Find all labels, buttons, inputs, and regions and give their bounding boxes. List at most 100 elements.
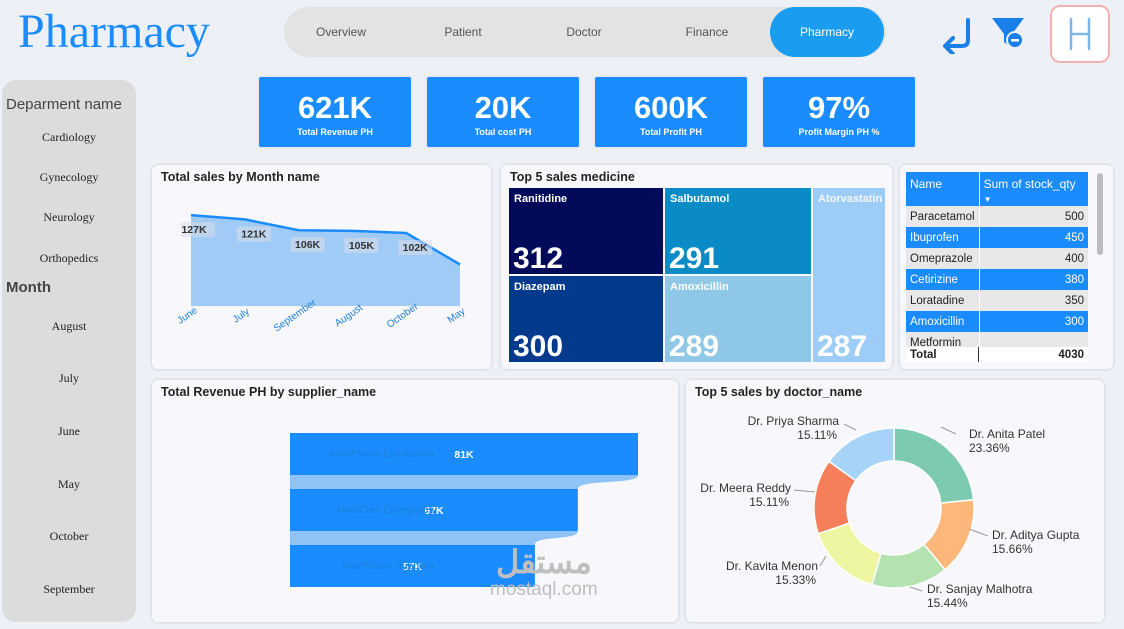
table-row[interactable]: Ibuprofen 450	[906, 227, 1088, 248]
data-label: 106K	[295, 239, 321, 251]
tab-pharmacy[interactable]: Pharmacy	[770, 7, 884, 57]
tile-value: 289	[669, 330, 720, 362]
leader-line	[909, 586, 923, 592]
bar-chart-card: Total Revenue PH by supplier_name 81K 67K…	[152, 380, 678, 622]
total-label: Total	[910, 349, 937, 361]
cell-name: Loratadine	[906, 290, 980, 311]
kpi-profit-margin: 97% Profit Margin PH %	[761, 75, 917, 149]
slicer-item-gynecology[interactable]: Gynecology	[39, 170, 99, 184]
slicer-item-orthopedics[interactable]: Orthopedics	[39, 251, 99, 265]
donut-slice	[817, 522, 882, 586]
treemap-tile-salbutamol[interactable]: Salbutamol 291	[665, 188, 811, 274]
tile-name: Salbutamol	[670, 193, 730, 205]
slice-value-label: 15.11%	[749, 495, 789, 509]
column-header-label: Sum of stock_qty	[983, 177, 1076, 191]
total-value: 4030	[1058, 349, 1084, 361]
tile-name: Ranitidine	[514, 193, 568, 205]
kpi-value: 621K	[297, 90, 373, 125]
table-row[interactable]: Cetirizine 380	[906, 269, 1088, 290]
kpi-value: 600K	[633, 90, 709, 125]
kpi-total-profit: 600K Total Profit PH	[593, 75, 749, 149]
slice-value-label: 23.36%	[969, 441, 1010, 455]
treemap-tile-diazepam[interactable]: Diazepam 300	[509, 276, 663, 362]
back-arrow-icon[interactable]	[940, 16, 974, 56]
tile-value: 291	[669, 242, 720, 274]
tile-value: 312	[513, 242, 564, 274]
leader-line	[793, 489, 816, 493]
data-label: 127K	[181, 224, 207, 236]
cell-qty: 400	[979, 248, 1088, 269]
treemap-title: Top 5 sales medicine	[510, 170, 635, 184]
treemap-tile-atorvastatin[interactable]: Atorvastatin 287	[813, 188, 885, 362]
tab-finance[interactable]: Finance	[685, 25, 729, 39]
slicer-item-may[interactable]: May	[58, 477, 80, 491]
kpi-value: 20K	[474, 90, 532, 125]
watermark-arabic: مستقل	[495, 544, 592, 580]
cell-name: Cetirizine	[906, 269, 980, 290]
kpi-label: Total Revenue PH	[297, 127, 373, 137]
table-header-row: Name Sum of stock_qty ▼	[906, 172, 1088, 206]
slice-category-label: Dr. Kavita Menon	[726, 559, 818, 573]
tile-name: Amoxicillin	[670, 281, 729, 293]
kpi-label: Total cost PH	[474, 127, 532, 137]
tab-overview[interactable]: Overview	[315, 25, 366, 39]
donut-slice	[893, 427, 975, 504]
table-row[interactable]: Loratadine 350	[906, 290, 1088, 311]
cell-name: Amoxicillin	[906, 311, 980, 332]
slicer-item-july[interactable]: July	[58, 371, 79, 385]
slicer-item-cardiology[interactable]: Cardiology	[42, 130, 96, 144]
stock-table: Name Sum of stock_qty ▼ Paracetamol 500 Ib…	[906, 172, 1088, 353]
slice-value-label: 15.66%	[992, 542, 1033, 556]
slicer-item-october[interactable]: October	[49, 529, 89, 543]
slicer-item-august[interactable]: August	[51, 319, 87, 333]
kpi-label: Profit Margin PH %	[798, 127, 880, 137]
supplier-label-healthcare[interactable]: HealthCare Supplies	[342, 561, 434, 572]
bar	[290, 545, 535, 587]
slice-category-label: Dr. Meera Reddy	[700, 481, 791, 495]
table-scrollbar[interactable]	[1097, 173, 1103, 255]
cell-qty: 300	[979, 311, 1088, 332]
table-row[interactable]: Omeprazole 400	[906, 248, 1088, 269]
area-fill	[191, 215, 460, 306]
bar-data-label: 67K	[424, 505, 444, 517]
bar	[290, 489, 578, 531]
clear-filter-icon[interactable]	[990, 16, 1030, 54]
supplier-label-medicore[interactable]: MediCore Enterprises	[337, 505, 434, 516]
area-chart: 127KJune121KJuly106KSeptember105KAugust1…	[176, 213, 467, 334]
stock-table-viewport[interactable]: Name Sum of stock_qty ▼ Paracetamol 500 Ib…	[906, 172, 1088, 362]
slicer-item-september[interactable]: September	[43, 582, 95, 596]
tile-name: Diazepam	[514, 281, 566, 293]
column-header-stock-qty[interactable]: Sum of stock_qty ▼	[979, 172, 1088, 206]
area-line	[190, 213, 461, 266]
slicer-item-neurology[interactable]: Neurology	[43, 210, 95, 224]
table-row[interactable]: Amoxicillin 300	[906, 311, 1088, 332]
bar-data-label: 57K	[403, 561, 423, 573]
sort-desc-icon: ▼	[983, 195, 992, 204]
area-chart-title: Total sales by Month name	[161, 170, 320, 184]
donut-chart-title: Top 5 sales by doctor_name	[695, 385, 863, 399]
kpi-total-revenue: 621K Total Revenue PH	[257, 75, 413, 149]
stock-table-card: Name Sum of stock_qty ▼ Paracetamol 500 Ib…	[900, 165, 1113, 369]
treemap-tile-amoxicillin[interactable]: Amoxicillin 289	[665, 276, 811, 362]
slice-category-label: Dr. Aditya Gupta	[992, 528, 1080, 542]
slicer-item-june[interactable]: June	[58, 424, 80, 438]
tab-patient[interactable]: Patient	[444, 25, 482, 39]
cell-name: Omeprazole	[906, 248, 980, 269]
tile-value: 300	[513, 330, 564, 362]
column-header-name[interactable]: Name	[906, 172, 980, 206]
donut-chart-card: Top 5 sales by doctor_name Dr. Anita Pat…	[686, 380, 1104, 622]
cell-qty: 350	[979, 290, 1088, 311]
tab-doctor[interactable]: Doctor	[566, 25, 602, 39]
treemap-tile-ranitidine[interactable]: Ranitidine 312	[509, 188, 663, 274]
supplier-label-medipharm[interactable]: MediPharm Distributors	[329, 449, 434, 460]
data-label-bg	[290, 237, 325, 253]
data-label: 105K	[349, 240, 375, 252]
logo-icon	[1050, 5, 1110, 63]
table-row[interactable]: Paracetamol 500	[906, 206, 1088, 227]
leader-line	[968, 528, 989, 537]
watermark: مستقل mostaql.com	[490, 544, 598, 600]
bar	[290, 433, 638, 475]
bar-data-label: 81K	[454, 449, 474, 461]
watermark-latin: mostaql.com	[490, 579, 598, 600]
